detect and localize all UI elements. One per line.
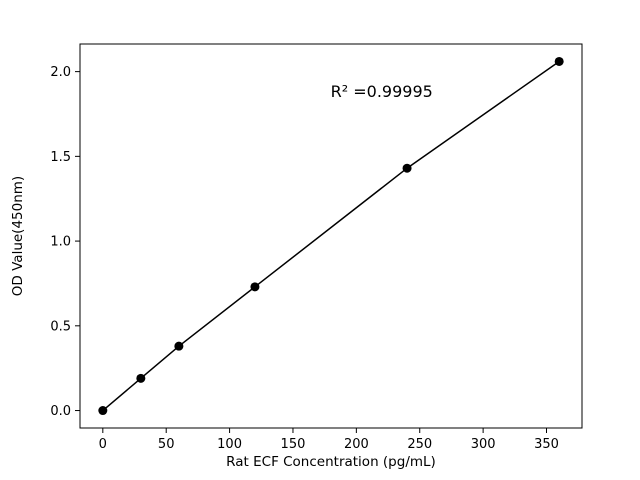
r-squared-annotation: R² =0.99995	[331, 82, 433, 101]
x-tick-label: 200	[344, 437, 369, 452]
data-point	[98, 406, 108, 416]
data-point	[250, 282, 260, 292]
data-point	[136, 373, 146, 383]
y-axis-label: OD Value(450nm)	[10, 176, 26, 296]
ticks-layer: 0 50 100 150 200 250 300 350 0.0 0.5 1.0 1.5 2.0	[50, 65, 559, 452]
data-point	[402, 163, 412, 173]
x-tick-label: 50	[158, 437, 175, 452]
data-point	[174, 341, 184, 351]
series-line	[102, 60, 560, 412]
series-layer	[98, 56, 564, 416]
x-tick-label: 350	[534, 437, 559, 452]
y-tick-label: 0.0	[50, 404, 71, 419]
data-point	[554, 56, 564, 66]
plot-frame	[79, 43, 583, 429]
x-tick-label: 0	[99, 437, 107, 452]
y-tick-label: 2.0	[50, 65, 71, 80]
x-tick-label: 100	[217, 437, 242, 452]
x-tick-label: 250	[407, 437, 432, 452]
y-tick-label: 1.0	[50, 235, 71, 250]
y-tick-label: 1.5	[50, 150, 71, 165]
y-tick-label: 0.5	[50, 319, 71, 334]
x-axis-label: Rat ECF Concentration (pg/mL)	[226, 454, 436, 470]
x-tick-label: 150	[281, 437, 306, 452]
x-tick-label: 300	[471, 437, 496, 452]
